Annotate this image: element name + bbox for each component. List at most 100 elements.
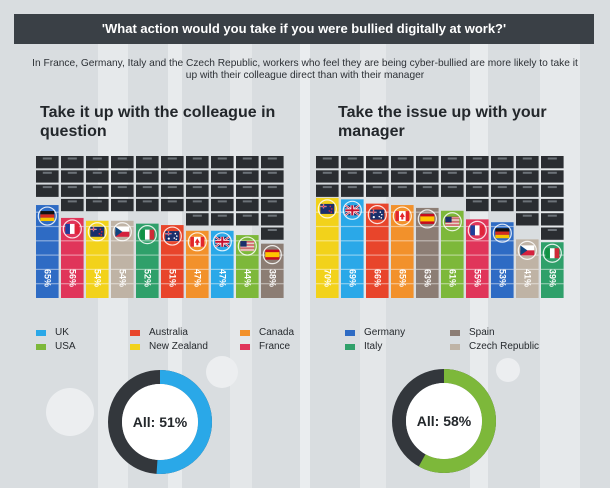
chart-title-manager: Take the issue up with your manager <box>338 104 547 140</box>
donut-colleague: All: 51% <box>108 370 212 474</box>
bar-canada <box>391 156 414 197</box>
bar-fill-new-zealand <box>86 220 109 298</box>
question-header: 'What action would you take if you were … <box>14 14 594 44</box>
uk-flag-icon <box>342 200 362 220</box>
donut-colleague-arc <box>108 370 212 474</box>
legend-item-germany: Germany <box>345 326 405 340</box>
legend-item-france: France <box>240 340 290 354</box>
value-label-uk: 47% <box>217 269 227 287</box>
donut-manager: All: 58% <box>392 369 496 473</box>
legend-item-canada: Canada <box>240 326 294 340</box>
donut-manager-label: All: 58% <box>417 413 472 429</box>
australia-flag-icon <box>162 226 182 246</box>
value-label-spain: 63% <box>422 269 432 287</box>
australia-flag-icon <box>367 205 387 225</box>
value-label-new-zealand: 70% <box>322 269 332 287</box>
czech-republic-flag-icon <box>517 240 537 260</box>
spain-flag-icon <box>262 245 282 265</box>
legend-swatch <box>130 330 140 336</box>
canada-flag-icon <box>392 206 412 226</box>
legend-item-australia: Australia <box>130 326 188 340</box>
bar-france <box>61 156 84 212</box>
czech-republic-flag-icon <box>112 222 132 242</box>
bar-new-zealand <box>86 156 109 212</box>
value-label-canada: 47% <box>192 269 202 287</box>
bar-france <box>466 156 489 212</box>
bar-czech-republic <box>111 156 134 212</box>
value-label-canada: 65% <box>397 269 407 287</box>
legend-swatch <box>36 330 46 336</box>
new-zealand-flag-icon <box>87 222 107 242</box>
germany-flag-icon <box>492 223 512 243</box>
bar-fill-france <box>61 217 84 298</box>
bar-fill-spain <box>416 207 439 298</box>
value-label-new-zealand: 54% <box>92 269 102 287</box>
legend-item-new-zealand: New Zealand <box>130 340 208 354</box>
value-label-czech-republic: 41% <box>522 269 532 287</box>
chart-title-colleague: Take it up with the colleague in questio… <box>40 104 276 140</box>
bar-fill-canada <box>186 230 209 298</box>
bar-fill-australia <box>366 203 389 298</box>
bar-fill-germany <box>491 222 514 298</box>
bar-fill-canada <box>391 205 414 298</box>
bar-fill-germany <box>36 205 59 298</box>
germany-flag-icon <box>37 206 57 226</box>
bar-usa <box>441 156 464 197</box>
bar-fill-france <box>466 219 489 298</box>
usa-flag-icon <box>442 212 462 232</box>
value-label-germany: 53% <box>497 269 507 287</box>
legend-label: Australia <box>149 327 188 338</box>
legend-swatch <box>36 344 46 350</box>
subtitle: In France, Germany, Italy and the Czech … <box>32 58 578 81</box>
value-label-italy: 39% <box>547 269 557 287</box>
value-label-uk: 69% <box>347 269 357 287</box>
legend-label: Germany <box>364 327 406 338</box>
bar-fill-czech-republic <box>111 220 134 298</box>
bar-usa <box>236 156 259 226</box>
france-flag-icon <box>467 220 487 240</box>
usa-flag-icon <box>237 236 257 256</box>
value-label-germany: 65% <box>42 269 52 287</box>
legend-label: UK <box>55 327 69 338</box>
legend-item-usa: USA <box>36 340 76 354</box>
legend-swatch <box>345 330 355 336</box>
bar-italy <box>136 156 159 212</box>
donut-colleague-label: All: 51% <box>133 414 188 430</box>
france-flag-icon <box>62 219 82 239</box>
bar-germany <box>491 156 514 212</box>
value-label-australia: 66% <box>372 269 382 287</box>
legend-swatch <box>345 344 355 350</box>
value-label-italy: 52% <box>142 269 152 287</box>
legend-label: Czech Republic <box>469 341 540 352</box>
italy-flag-icon <box>137 225 157 245</box>
value-label-czech-republic: 54% <box>117 269 127 287</box>
legend-swatch <box>240 344 250 350</box>
legend-label: USA <box>55 341 76 352</box>
spain-flag-icon <box>417 209 437 229</box>
bar-czech-republic <box>516 156 539 226</box>
legend-item-uk: UK <box>36 326 69 340</box>
legend-label: New Zealand <box>149 341 208 352</box>
bar-uk <box>341 156 364 197</box>
value-label-france: 56% <box>67 269 77 287</box>
legend-item-spain: Spain <box>450 326 495 340</box>
legend-item-italy: Italy <box>345 340 382 354</box>
new-zealand-flag-icon <box>317 199 337 219</box>
bar-australia <box>366 156 389 197</box>
bar-germany <box>36 156 59 197</box>
bar-fill-usa <box>441 210 464 298</box>
legend-label: France <box>259 341 291 352</box>
bar-italy <box>541 156 564 240</box>
legend-item-czech-republic: Czech Republic <box>450 340 539 354</box>
legend-label: Italy <box>364 341 383 352</box>
bar-fill-new-zealand <box>316 197 339 298</box>
value-label-australia: 51% <box>167 269 177 287</box>
legend-label: Spain <box>469 327 495 338</box>
donut-manager-arc <box>392 369 496 473</box>
value-label-france: 55% <box>472 269 482 287</box>
legend-swatch <box>450 344 460 350</box>
legend-swatch <box>450 330 460 336</box>
